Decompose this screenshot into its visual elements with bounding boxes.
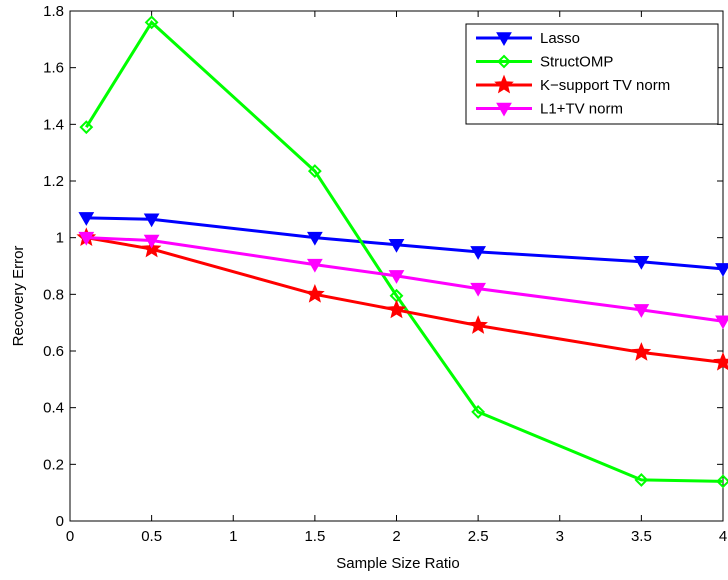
data-point bbox=[388, 270, 405, 284]
y-tick-label: 0.6 bbox=[43, 343, 64, 360]
data-point bbox=[78, 231, 95, 246]
y-tick-label: 1.4 bbox=[43, 116, 64, 133]
x-tick-label: 1 bbox=[229, 528, 237, 545]
x-tick-label: 1.5 bbox=[304, 528, 325, 545]
data-point bbox=[716, 474, 728, 489]
x-tick-label: 0 bbox=[66, 528, 74, 545]
data-point bbox=[471, 405, 486, 419]
data-point bbox=[631, 342, 652, 361]
data-point bbox=[633, 304, 650, 318]
data-point bbox=[143, 213, 160, 228]
y-tick-label: 1.8 bbox=[43, 3, 64, 20]
legend: Lasso StructOMP K−support TV norm L1+TV nor… bbox=[465, 23, 719, 125]
data-point bbox=[307, 258, 323, 273]
data-point bbox=[713, 352, 728, 371]
y-tick-label: 1 bbox=[56, 230, 64, 247]
y-tick-label: 0 bbox=[56, 513, 64, 530]
y-tick-label: 1.2 bbox=[43, 173, 64, 190]
data-point bbox=[307, 164, 322, 178]
legend-swatch-marker bbox=[496, 32, 512, 47]
legend-label: Lasso bbox=[540, 30, 580, 47]
data-point bbox=[144, 15, 159, 30]
data-point bbox=[715, 315, 728, 330]
data-point bbox=[470, 282, 486, 297]
legend-label: K−support TV norm bbox=[540, 77, 670, 94]
y-tick-label: 0.8 bbox=[43, 286, 64, 303]
x-tick-label: 3.5 bbox=[631, 528, 652, 545]
data-point bbox=[634, 473, 649, 487]
data-point bbox=[470, 246, 486, 260]
y-axis-label: Recovery Error bbox=[10, 246, 27, 347]
data-point bbox=[715, 263, 728, 277]
x-tick-label: 2 bbox=[392, 528, 400, 545]
plot-area: 0 0.5 1 1.5 2 2.5 3 3.5 4 0 0.2 0.4 0.6 0.8 1 1.2 1.4 1.6… bbox=[43, 3, 728, 545]
data-point bbox=[307, 231, 323, 246]
x-tick-label: 2.5 bbox=[468, 528, 489, 545]
data-point bbox=[143, 234, 160, 249]
x-axis-label: Sample Size Ratio bbox=[336, 555, 459, 572]
y-tick-label: 0.2 bbox=[43, 456, 64, 473]
y-tick-label: 0.4 bbox=[43, 400, 64, 417]
data-point bbox=[79, 120, 94, 135]
x-tick-label: 3 bbox=[556, 528, 564, 545]
data-point bbox=[388, 239, 405, 253]
series-0 bbox=[78, 212, 728, 277]
legend-swatch-marker bbox=[497, 54, 511, 69]
legend-swatch-marker bbox=[494, 74, 514, 94]
x-tick-label: 0.5 bbox=[141, 528, 162, 545]
data-point bbox=[468, 315, 488, 334]
legend-swatch-marker bbox=[496, 102, 512, 117]
series-line bbox=[85, 20, 724, 483]
data-point bbox=[386, 299, 407, 319]
series-3 bbox=[78, 231, 728, 330]
data-point bbox=[633, 256, 650, 270]
y-tick-label: 1.6 bbox=[43, 60, 64, 77]
legend-label: L1+TV norm bbox=[540, 101, 623, 118]
x-tick-label: 4 bbox=[719, 528, 727, 545]
data-point bbox=[78, 212, 95, 226]
data-point bbox=[305, 284, 325, 303]
legend-label: StructOMP bbox=[540, 54, 613, 71]
